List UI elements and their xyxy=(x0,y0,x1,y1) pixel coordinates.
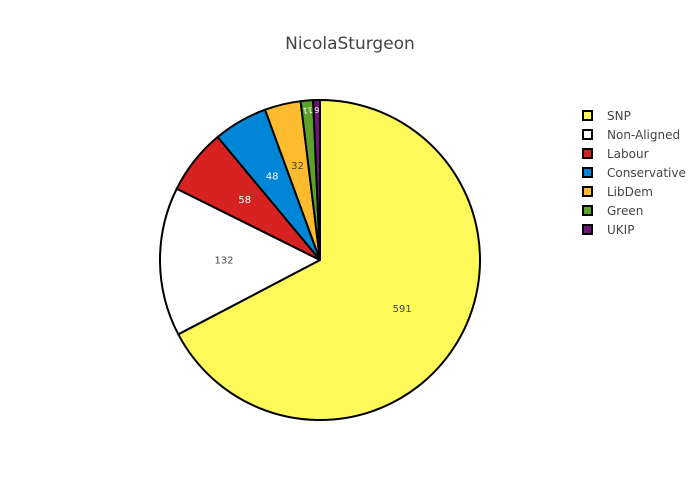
legend-swatch xyxy=(582,205,593,216)
legend-item-green[interactable]: Green xyxy=(582,201,700,220)
legend-item-libdem[interactable]: LibDem xyxy=(582,182,700,201)
legend-item-conservative[interactable]: Conservative xyxy=(582,163,700,182)
pie-slice-label: 32 xyxy=(291,161,304,172)
legend-item-labour[interactable]: Labour xyxy=(582,144,700,163)
legend-swatch xyxy=(582,186,593,197)
pie-slice-non-aligned[interactable] xyxy=(159,187,321,336)
chart-title: NicolaSturgeon xyxy=(285,34,415,54)
legend-label: Green xyxy=(607,203,644,218)
legend-label: LibDem xyxy=(607,184,653,199)
legend-swatch xyxy=(582,224,593,235)
pie-slice-label: 132 xyxy=(214,256,233,267)
legend-swatch xyxy=(582,110,593,121)
legend-item-non-aligned[interactable]: Non-Aligned xyxy=(582,125,700,144)
legend-label: Non-Aligned xyxy=(607,127,681,142)
legend-swatch xyxy=(582,129,593,140)
pie-slice-snp[interactable] xyxy=(177,99,481,421)
pie-slice-label: 48 xyxy=(266,171,279,182)
legend-label: UKIP xyxy=(607,222,635,237)
legend-swatch xyxy=(582,167,593,178)
legend-item-snp[interactable]: SNP xyxy=(582,106,700,125)
pie-slice-label: 6 xyxy=(314,105,319,114)
legend-item-ukip[interactable]: UKIP xyxy=(582,220,700,239)
legend-swatch xyxy=(582,148,593,159)
legend: SNP Non-Aligned Labour Conservative LibDem Gr… xyxy=(582,106,700,239)
pie-slice-label: 58 xyxy=(238,195,251,206)
legend-label: SNP xyxy=(607,108,631,123)
legend-label: Labour xyxy=(607,146,649,161)
legend-label: Conservative xyxy=(607,165,686,180)
pie-slice-label: 591 xyxy=(393,304,412,315)
pie-slice-label: 11 xyxy=(302,105,313,115)
pie-slice-ukip[interactable] xyxy=(312,98,321,261)
